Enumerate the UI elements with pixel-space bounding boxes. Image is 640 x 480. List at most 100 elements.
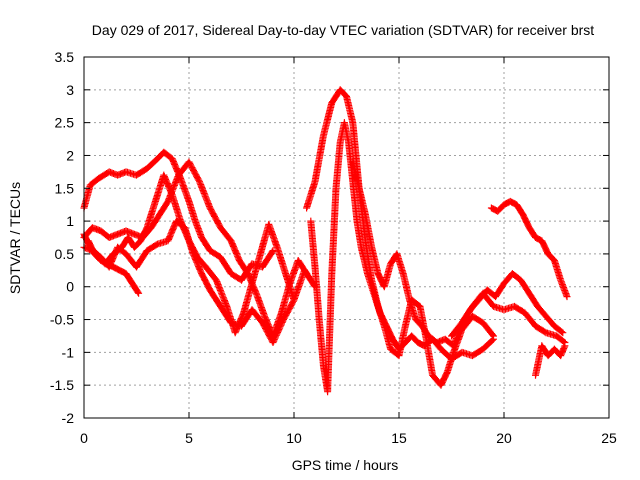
data-point xyxy=(383,285,386,288)
data-point xyxy=(545,315,547,318)
data-point xyxy=(219,305,222,308)
data-point xyxy=(425,338,428,341)
axis-ticks: 0 5 10 15 20 25 -2 -1.5 -1 -0.5 0 0.5 1 1.5 2 2.5 3 3.5 xyxy=(50,49,617,446)
data-point xyxy=(377,305,379,308)
data-point xyxy=(167,200,169,203)
data-point xyxy=(158,213,161,216)
data-point xyxy=(200,236,203,239)
data-point xyxy=(251,263,253,265)
data-point xyxy=(163,174,165,176)
y-tick-label: -2 xyxy=(62,410,75,426)
data-point xyxy=(370,279,373,282)
data-point xyxy=(209,249,211,252)
data-point xyxy=(154,200,157,203)
data-point xyxy=(528,226,530,229)
data-point xyxy=(389,348,392,350)
y-tick-label: -0.5 xyxy=(50,312,74,328)
data-point xyxy=(444,338,447,341)
data-point xyxy=(410,335,413,337)
plus-markers xyxy=(532,342,569,379)
data-point xyxy=(230,272,232,275)
data-point xyxy=(125,230,127,232)
y-tick-label: 3 xyxy=(66,82,74,98)
data-point xyxy=(446,371,449,373)
data-point xyxy=(205,266,207,268)
data-point xyxy=(150,226,152,229)
data-point xyxy=(461,351,463,354)
data-point xyxy=(131,282,134,285)
series-track-7 xyxy=(303,86,497,389)
data-point xyxy=(339,141,342,144)
data-point xyxy=(188,161,190,163)
data-point xyxy=(415,318,417,321)
data-point xyxy=(503,282,505,285)
data-point xyxy=(125,171,127,173)
y-tick-label: 0.5 xyxy=(55,246,75,262)
series-track-9 xyxy=(487,197,571,301)
data-point xyxy=(259,253,262,255)
data-point xyxy=(398,354,400,357)
data-point xyxy=(511,272,514,275)
data-point xyxy=(322,135,325,137)
data-point xyxy=(452,345,455,347)
data-point xyxy=(536,305,539,308)
data-point xyxy=(135,174,138,176)
data-point xyxy=(184,226,186,229)
chart-title: Day 029 of 2017, Sidereal Day-to-day VTE… xyxy=(92,22,594,38)
data-point xyxy=(293,299,295,301)
data-point xyxy=(125,253,127,255)
data-point xyxy=(370,246,373,249)
data-point xyxy=(108,171,110,173)
data-point xyxy=(345,95,348,98)
data-point xyxy=(192,253,194,255)
data-point xyxy=(284,272,287,275)
x-tick-label: 20 xyxy=(496,430,512,446)
data-point xyxy=(230,322,232,324)
data-point xyxy=(450,335,453,337)
data-point xyxy=(215,279,218,282)
data-point xyxy=(226,305,228,308)
data-point xyxy=(314,180,316,183)
data-point xyxy=(310,220,312,222)
data-point xyxy=(100,259,102,262)
data-point xyxy=(280,312,283,314)
data-point xyxy=(528,292,530,295)
data-point xyxy=(137,292,140,295)
data-point xyxy=(335,187,337,190)
data-point xyxy=(440,348,442,350)
data-point xyxy=(194,220,197,222)
data-point xyxy=(116,174,119,176)
data-point xyxy=(490,207,493,209)
series-track-10 xyxy=(448,289,569,346)
data-point xyxy=(255,292,257,295)
data-point xyxy=(402,272,405,275)
data-point xyxy=(247,272,249,275)
data-point xyxy=(524,312,526,314)
data-point xyxy=(339,89,342,91)
data-point xyxy=(534,236,537,239)
grid-lines xyxy=(84,57,609,418)
data-point xyxy=(547,354,549,357)
data-point xyxy=(263,315,266,318)
data-point xyxy=(106,263,108,265)
y-tick-label: 1.5 xyxy=(55,180,75,196)
data-point xyxy=(482,322,484,324)
data-point xyxy=(209,289,211,291)
data-point xyxy=(520,279,522,282)
data-point xyxy=(116,246,119,249)
data-point xyxy=(156,243,159,245)
data-point xyxy=(118,269,121,272)
data-point xyxy=(142,236,144,239)
data-point xyxy=(486,289,489,291)
x-tick-label: 10 xyxy=(286,430,302,446)
data-point xyxy=(503,308,505,311)
y-tick-label: -1 xyxy=(62,344,75,360)
data-point xyxy=(343,121,346,124)
data-point xyxy=(352,180,354,183)
data-point xyxy=(261,266,264,268)
data-point xyxy=(461,322,463,324)
data-point xyxy=(553,259,556,262)
data-point xyxy=(347,141,350,144)
data-point xyxy=(268,223,270,226)
data-point xyxy=(562,331,564,334)
